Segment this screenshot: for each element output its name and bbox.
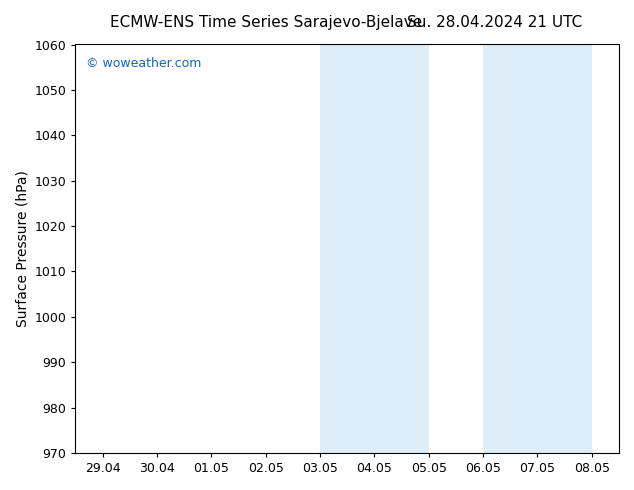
Text: © woweather.com: © woweather.com <box>86 57 202 70</box>
Text: ECMW-ENS Time Series Sarajevo-Bjelave: ECMW-ENS Time Series Sarajevo-Bjelave <box>110 15 422 30</box>
Y-axis label: Surface Pressure (hPa): Surface Pressure (hPa) <box>15 171 29 327</box>
Bar <box>538 45 592 453</box>
Bar <box>483 45 538 453</box>
Bar <box>320 45 375 453</box>
Bar <box>375 45 429 453</box>
Text: Su. 28.04.2024 21 UTC: Su. 28.04.2024 21 UTC <box>407 15 582 30</box>
